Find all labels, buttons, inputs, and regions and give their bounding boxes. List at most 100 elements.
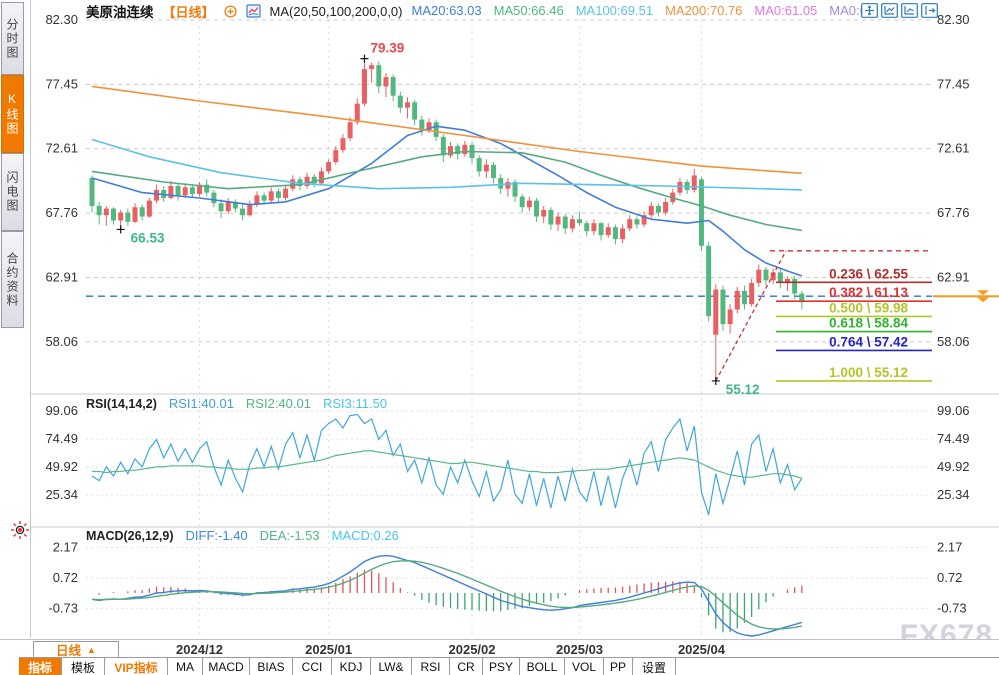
live-burst-icon <box>11 521 29 539</box>
ma-value-label: MA200:70.76 <box>665 3 743 18</box>
toolbar-item-指标[interactable]: 指标 <box>19 658 62 675</box>
ma-value-label: MA100:69.51 <box>575 3 654 18</box>
ma-settings-label: MA(20,50,100,200,0,0) <box>269 3 403 19</box>
rsi-title[interactable]: RSI(14,14,2) <box>86 396 157 411</box>
toolbar-item-RSI[interactable]: RSI <box>412 658 450 675</box>
toolbar-item-CCI[interactable]: CCI <box>293 658 332 675</box>
toolbar-item-模板[interactable]: 模板 <box>62 658 105 675</box>
candle-body <box>784 278 790 283</box>
macd-tick-label-right: -0.73 <box>937 600 967 615</box>
toolbar-item-设置[interactable]: 设置 <box>633 658 676 675</box>
candle-body <box>103 208 109 216</box>
toolbar-item-MA[interactable]: MA <box>168 658 203 675</box>
trend-tool-icon[interactable] <box>901 3 918 23</box>
candle-body <box>139 207 145 217</box>
candle-body <box>605 227 611 236</box>
candle-body <box>318 171 324 184</box>
ma20-line <box>91 125 803 277</box>
ma200-line <box>91 85 802 175</box>
fib-label: 0.236 \ 62.55 <box>829 266 908 281</box>
circle-plus-icon[interactable] <box>223 4 237 18</box>
candle-body <box>433 122 439 137</box>
axis-scale-icon[interactable] <box>881 3 898 23</box>
candle-body <box>641 215 647 225</box>
candle-body <box>677 182 683 193</box>
macd-title[interactable]: MACD(26,12,9) <box>86 528 174 543</box>
macd-header: MACD(26,12,9) DIFF:-1.40 DEA:-1.53 MACD:0.… <box>86 528 411 543</box>
candle-body <box>204 184 210 193</box>
price-tick-label-left: 77.45 <box>45 76 78 91</box>
candle-body <box>476 158 482 172</box>
trend-line-red[interactable] <box>715 250 787 382</box>
rsi2-line <box>92 450 802 479</box>
candle-body <box>333 150 339 163</box>
period-label: 日线 <box>56 644 82 658</box>
candle-body <box>634 219 640 225</box>
candle-body <box>713 289 719 335</box>
candle-body <box>96 205 102 216</box>
candle-body <box>247 204 253 216</box>
toolbar-item-CR[interactable]: CR <box>450 658 483 675</box>
candle-body <box>448 146 453 156</box>
toolbar-item-LW&[interactable]: LW& <box>371 658 412 675</box>
candle-body <box>412 102 418 120</box>
candle-body <box>304 176 310 186</box>
candle-body <box>569 219 575 229</box>
toolbar-item-PSY[interactable]: PSY <box>483 658 520 675</box>
rsi-tick-label-left: 99.06 <box>45 403 78 418</box>
rsi-tick-label-left: 25.34 <box>45 487 78 502</box>
candle-body <box>620 228 626 240</box>
candle-body <box>261 195 267 201</box>
grid-layer: 82.30 82.30 77.45 77.45 72.61 72.61 67.76 67.76… <box>30 12 999 637</box>
candle-body <box>519 196 525 208</box>
ma-value-label: MA0:61.05 <box>754 3 818 18</box>
candle-body <box>792 278 798 294</box>
sidebar-tab-3[interactable]: 合约资料 <box>1 231 24 328</box>
toolbar-item-VIP指标[interactable]: VIP指标 <box>105 658 168 675</box>
candle-body <box>541 209 547 217</box>
sidebar-tab-2[interactable]: 闪电图 <box>1 153 24 231</box>
candle-body <box>440 136 446 156</box>
candle-body <box>598 223 604 236</box>
rsi-value-label: RSI3:11.50 <box>322 396 388 411</box>
toolbar-item-MACD[interactable]: MACD <box>203 658 250 675</box>
toolbar-item-PP[interactable]: PP <box>604 658 633 675</box>
xaxis-month-label: 2025/02 <box>448 642 496 657</box>
macd-layer <box>91 554 803 637</box>
rsi-value-label: RSI2:40.01 <box>245 396 311 411</box>
dea-line <box>91 560 802 630</box>
candle-body <box>146 200 152 217</box>
candle-body <box>326 162 332 172</box>
fib-label: 0.618 \ 58.84 <box>829 316 908 331</box>
candle-body <box>369 65 375 70</box>
toolbar-item-BOLL[interactable]: BOLL <box>520 658 565 675</box>
candle-body <box>749 282 755 305</box>
candle-body <box>799 293 805 303</box>
period-selector[interactable]: 日线 ▲ <box>33 641 119 658</box>
candle-body <box>168 186 174 198</box>
candle-body <box>218 203 224 212</box>
pan-icon[interactable] <box>861 3 878 23</box>
candle-body <box>756 269 762 283</box>
sidebar-tab-1[interactable]: K线图 <box>1 75 24 153</box>
candle-body <box>584 223 590 232</box>
export-icon[interactable] <box>921 3 938 23</box>
price-annotation: 66.53 <box>131 230 165 245</box>
price-tick-label-left: 67.76 <box>45 205 78 220</box>
diff-line <box>91 554 802 637</box>
candle-body <box>404 102 410 108</box>
kline-indicator-icon[interactable] <box>245 4 261 18</box>
candle-body <box>770 272 776 281</box>
candle-body <box>534 200 540 217</box>
price-marker-icon[interactable] <box>977 290 989 303</box>
toolbar-item-BIAS[interactable]: BIAS <box>250 658 293 675</box>
price-tick-label-left: 62.91 <box>45 269 78 284</box>
candle-body <box>512 182 518 197</box>
toolbar-item-KDJ[interactable]: KDJ <box>332 658 371 675</box>
toolbar-item-VOL[interactable]: VOL <box>565 658 604 675</box>
sidebar-tab-0[interactable]: 分时图 <box>1 2 24 75</box>
fib-label: 0.500 \ 59.98 <box>829 300 908 315</box>
extreme-cross-marker <box>360 54 369 63</box>
candle-body <box>268 191 274 201</box>
